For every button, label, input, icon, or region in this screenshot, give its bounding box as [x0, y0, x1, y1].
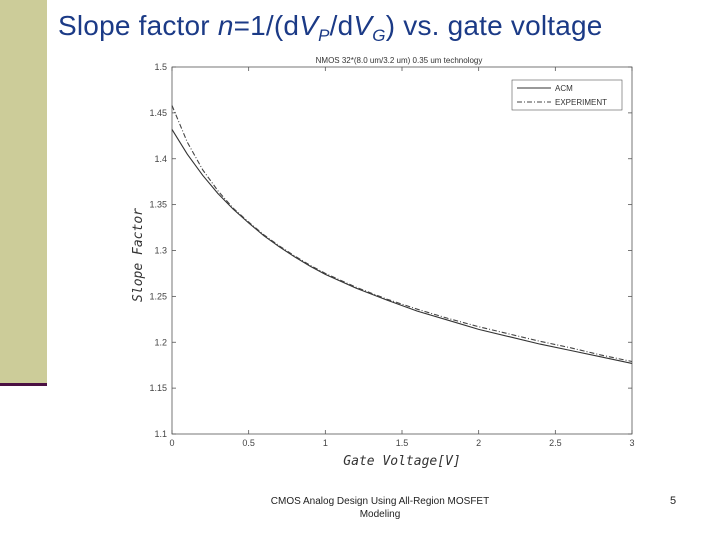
legend-label-experiment: EXPERIMENT [555, 98, 607, 107]
title-n: n [217, 10, 234, 41]
y-tick-label: 1.25 [149, 291, 167, 301]
legend-box [511, 79, 623, 111]
y-tick-label: 1.45 [149, 108, 167, 118]
y-tick-label: 1.1 [154, 429, 167, 439]
legend: ACM EXPERIMENT [511, 79, 623, 111]
title-v1: V [299, 10, 319, 41]
title-sub-p: P [318, 26, 330, 45]
title-sub-g: G [372, 26, 386, 45]
x-tick-label: 0.5 [242, 438, 255, 448]
slide-sidebar-rule [0, 383, 47, 386]
x-tick-label: 2.5 [549, 438, 562, 448]
slide-sidebar-bar [0, 0, 47, 383]
title-v2: V [353, 10, 373, 41]
page-number: 5 [670, 495, 677, 507]
y-tick-label: 1.15 [149, 383, 167, 393]
x-tick-label: 3 [629, 438, 634, 448]
x-tick-label: 0 [169, 438, 174, 448]
y-tick-label: 1.5 [154, 62, 167, 72]
y-tick-label: 1.4 [154, 154, 167, 164]
title-eq: =1/(d [233, 10, 300, 41]
y-tick-label: 1.35 [149, 200, 167, 210]
slide-title: Slope factor n=1/(dVP/dVG) vs. gate volt… [58, 10, 603, 46]
y-axis-label: Slope Factor [131, 208, 146, 302]
x-tick-label: 1.5 [396, 438, 409, 448]
y-tick-label: 1.2 [154, 337, 167, 347]
x-tick-label: 2 [476, 438, 481, 448]
y-tick-label: 1.3 [154, 246, 167, 256]
slide-footer: CMOS Analog Design Using All-Region MOSF… [270, 496, 490, 520]
series-line-acm [171, 129, 633, 364]
chart-frame: NMOS 32*(8.0 um/3.2 um) 0.35 um technolo… [129, 52, 643, 476]
series-line-experiment [171, 105, 633, 363]
title-suffix: ) vs. gate voltage [385, 10, 603, 41]
plot-area [171, 66, 633, 435]
chart-title: NMOS 32*(8.0 um/3.2 um) 0.35 um technolo… [316, 56, 483, 65]
title-slash: /d [329, 10, 354, 41]
x-tick-label: 1 [323, 438, 328, 448]
legend-label-acm: ACM [555, 84, 573, 93]
x-axis-label: Gate Voltage[V] [343, 454, 460, 469]
slope-factor-chart: NMOS 32*(8.0 um/3.2 um) 0.35 um technolo… [131, 56, 635, 469]
title-prefix: Slope factor [58, 10, 218, 41]
